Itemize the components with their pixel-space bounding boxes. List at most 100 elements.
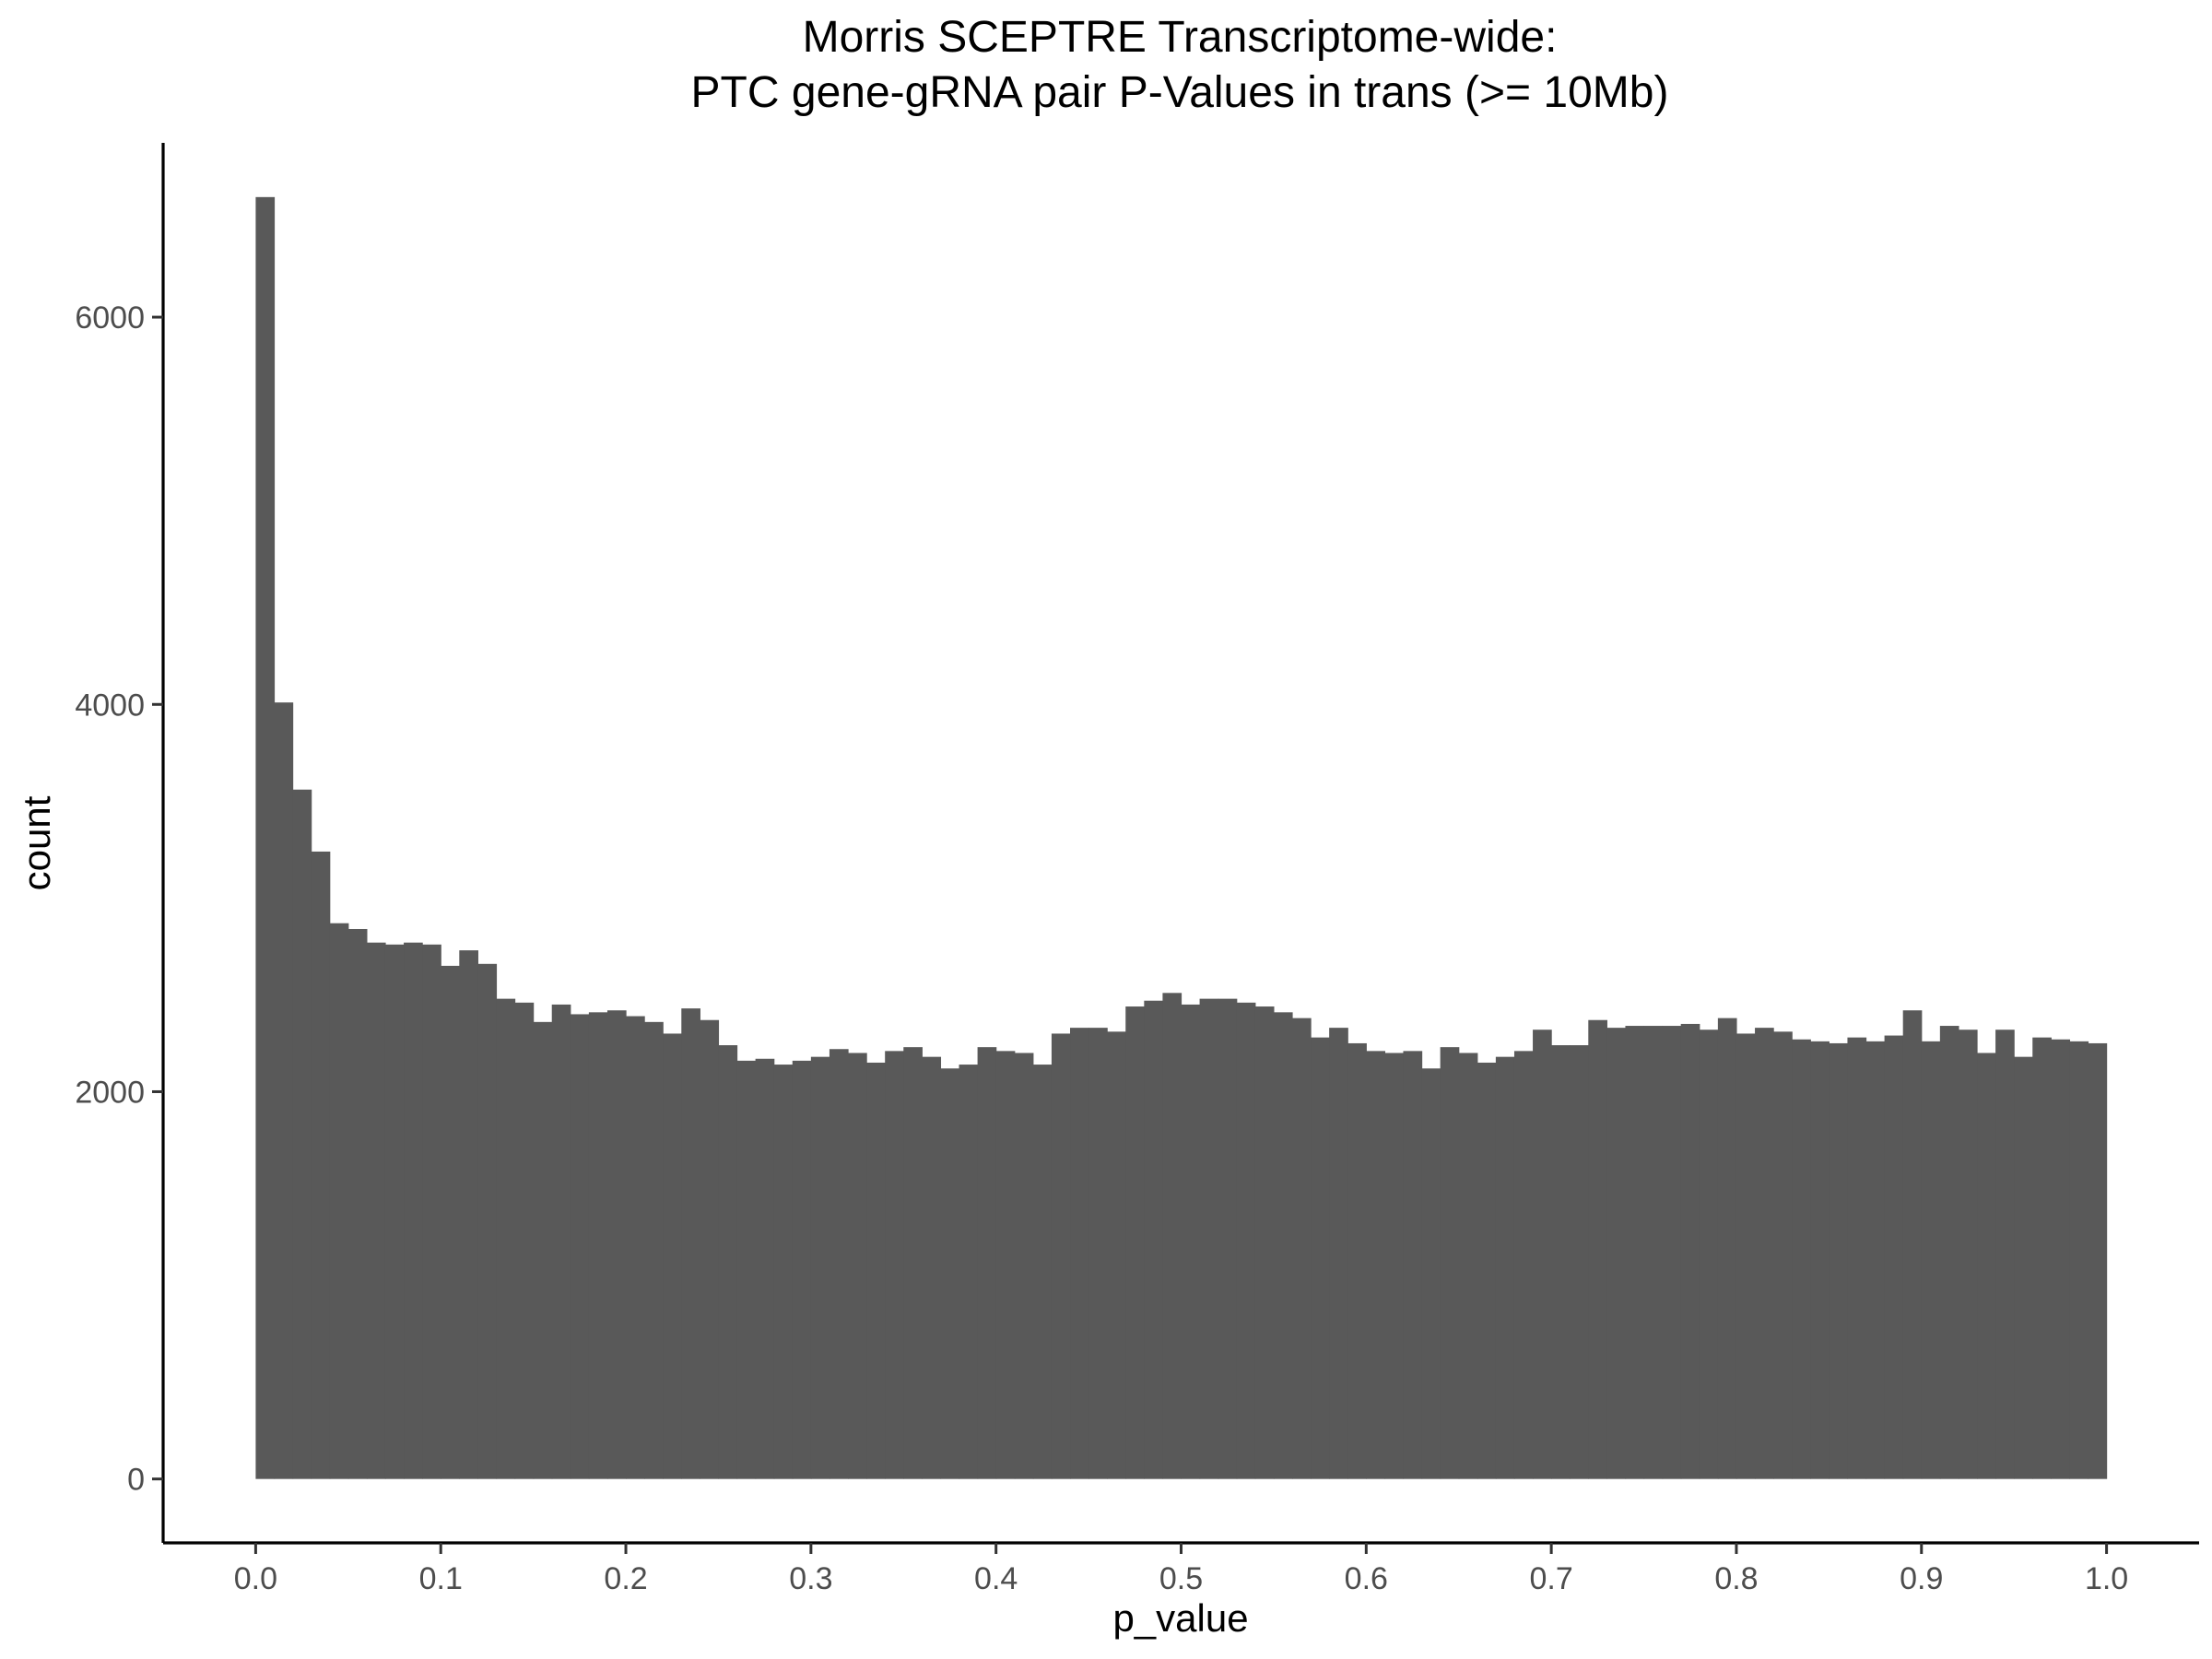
- histogram-bar: [922, 1056, 942, 1479]
- histogram-bar: [663, 1033, 682, 1479]
- histogram-bar: [1458, 1053, 1478, 1479]
- x-tick-label: 0.9: [1900, 1561, 1943, 1596]
- histogram-bar: [384, 944, 405, 1479]
- histogram-bar: [2088, 1042, 2108, 1479]
- histogram-bar: [1014, 1053, 1034, 1479]
- histogram-bar: [477, 963, 498, 1479]
- histogram-bar: [866, 1062, 886, 1479]
- histogram-bar: [1717, 1018, 1737, 1479]
- x-axis-ticks: 0.0 0.1 0.2 0.3 0.4 0.5 0.6 0.7 0.8 0.9 1.0: [234, 1543, 2128, 1596]
- histogram-bar: [1403, 1051, 1423, 1479]
- histogram-bar: [736, 1060, 757, 1479]
- histogram-bar: [1070, 1028, 1089, 1479]
- histogram-bar: [255, 196, 276, 1479]
- x-tick-label: 1.0: [2085, 1561, 2128, 1596]
- histogram-bar: [1032, 1065, 1053, 1479]
- histogram-bar: [1051, 1033, 1071, 1479]
- histogram-bar: [1495, 1056, 1515, 1479]
- x-tick-label: 0.0: [234, 1561, 277, 1596]
- x-tick-label: 0.2: [604, 1561, 647, 1596]
- histogram-bar: [441, 965, 460, 1479]
- histogram-bar: [755, 1058, 775, 1479]
- histogram-bar: [292, 789, 312, 1479]
- histogram-bar: [1884, 1035, 1904, 1479]
- histogram-bar: [1181, 1004, 1201, 1479]
- histogram-bar: [533, 1021, 553, 1479]
- histogram-bars: [255, 196, 2108, 1479]
- histogram-bar: [1680, 1023, 1700, 1479]
- histogram-bar: [1606, 1028, 1627, 1479]
- histogram-bar: [1977, 1053, 1996, 1479]
- histogram-bar: [2014, 1056, 2033, 1479]
- histogram-bar: [1329, 1028, 1348, 1479]
- x-tick-label: 0.6: [1345, 1561, 1388, 1596]
- histogram-bar: [1995, 1030, 2015, 1479]
- histogram-bar: [1625, 1026, 1645, 1479]
- x-tick-label: 0.7: [1530, 1561, 1573, 1596]
- chart-title-line-1: Morris SCEPTRE Transcriptome-wide:: [803, 13, 1558, 62]
- histogram-bar: [1533, 1030, 1552, 1479]
- histogram-bar: [1421, 1068, 1441, 1479]
- histogram-bar: [1643, 1026, 1664, 1479]
- histogram-bar: [1921, 1041, 1941, 1479]
- y-tick-label: 4000: [75, 688, 145, 723]
- y-axis-title: count: [15, 795, 58, 890]
- histogram-bar: [1107, 1031, 1126, 1479]
- histogram-bar: [1570, 1045, 1589, 1479]
- histogram-bar: [1588, 1019, 1607, 1479]
- histogram-bar: [1735, 1033, 1756, 1479]
- histogram-bar: [1477, 1062, 1497, 1479]
- histogram-bar: [588, 1012, 608, 1479]
- y-tick-label: 0: [127, 1463, 145, 1498]
- x-tick-label: 0.5: [1159, 1561, 1203, 1596]
- histogram-bar: [1551, 1045, 1571, 1479]
- y-axis-ticks: 0 2000 4000 6000: [75, 300, 163, 1498]
- chart-title-line-2: PTC gene-gRNA pair P-Values in trans (>=…: [691, 68, 1669, 117]
- histogram-bar: [644, 1021, 664, 1479]
- x-tick-label: 0.3: [789, 1561, 832, 1596]
- histogram-bar: [347, 928, 368, 1479]
- histogram-bar: [2051, 1039, 2071, 1479]
- x-tick-label: 0.4: [974, 1561, 1018, 1596]
- histogram-bar: [2032, 1037, 2052, 1479]
- x-tick-label: 0.8: [1714, 1561, 1758, 1596]
- histogram-bar: [681, 1008, 700, 1479]
- histogram-bar: [606, 1010, 627, 1479]
- histogram-bar: [514, 1002, 535, 1479]
- histogram-bar: [366, 942, 386, 1479]
- y-tick-label: 6000: [75, 300, 145, 335]
- histogram-bar: [1958, 1030, 1978, 1479]
- histogram-bar: [848, 1053, 867, 1479]
- histogram-bar: [1218, 998, 1238, 1479]
- histogram-bar: [404, 942, 423, 1479]
- histogram-bar: [551, 1004, 571, 1479]
- histogram-bar: [977, 1047, 997, 1479]
- histogram-bar: [718, 1045, 738, 1479]
- histogram-bar: [1513, 1051, 1534, 1479]
- histogram-bar: [792, 1060, 812, 1479]
- histogram-bar: [570, 1014, 590, 1479]
- histogram-bar: [1939, 1026, 1959, 1479]
- histogram-bar: [1291, 1018, 1312, 1479]
- histogram-bar: [1810, 1041, 1830, 1479]
- histogram-bar: [773, 1065, 794, 1479]
- histogram-bar: [1440, 1047, 1460, 1479]
- histogram-bar: [1236, 1002, 1256, 1479]
- histogram-bar: [1125, 1006, 1145, 1479]
- histogram-bar: [1865, 1041, 1886, 1479]
- histogram-bar: [1755, 1028, 1774, 1479]
- histogram-bar: [1311, 1037, 1330, 1479]
- histogram-bar: [903, 1047, 923, 1479]
- histogram-bar: [311, 851, 331, 1479]
- histogram-bar: [1902, 1010, 1923, 1479]
- histogram-bar: [1773, 1031, 1793, 1479]
- histogram-bar: [995, 1051, 1016, 1479]
- histogram-bar: [1144, 1000, 1164, 1479]
- histogram-bar: [626, 1016, 645, 1479]
- histogram-bar: [1162, 993, 1182, 1479]
- x-axis-title: p_value: [1112, 1596, 1248, 1640]
- histogram-bar: [1662, 1026, 1682, 1479]
- histogram-bar: [1847, 1037, 1867, 1479]
